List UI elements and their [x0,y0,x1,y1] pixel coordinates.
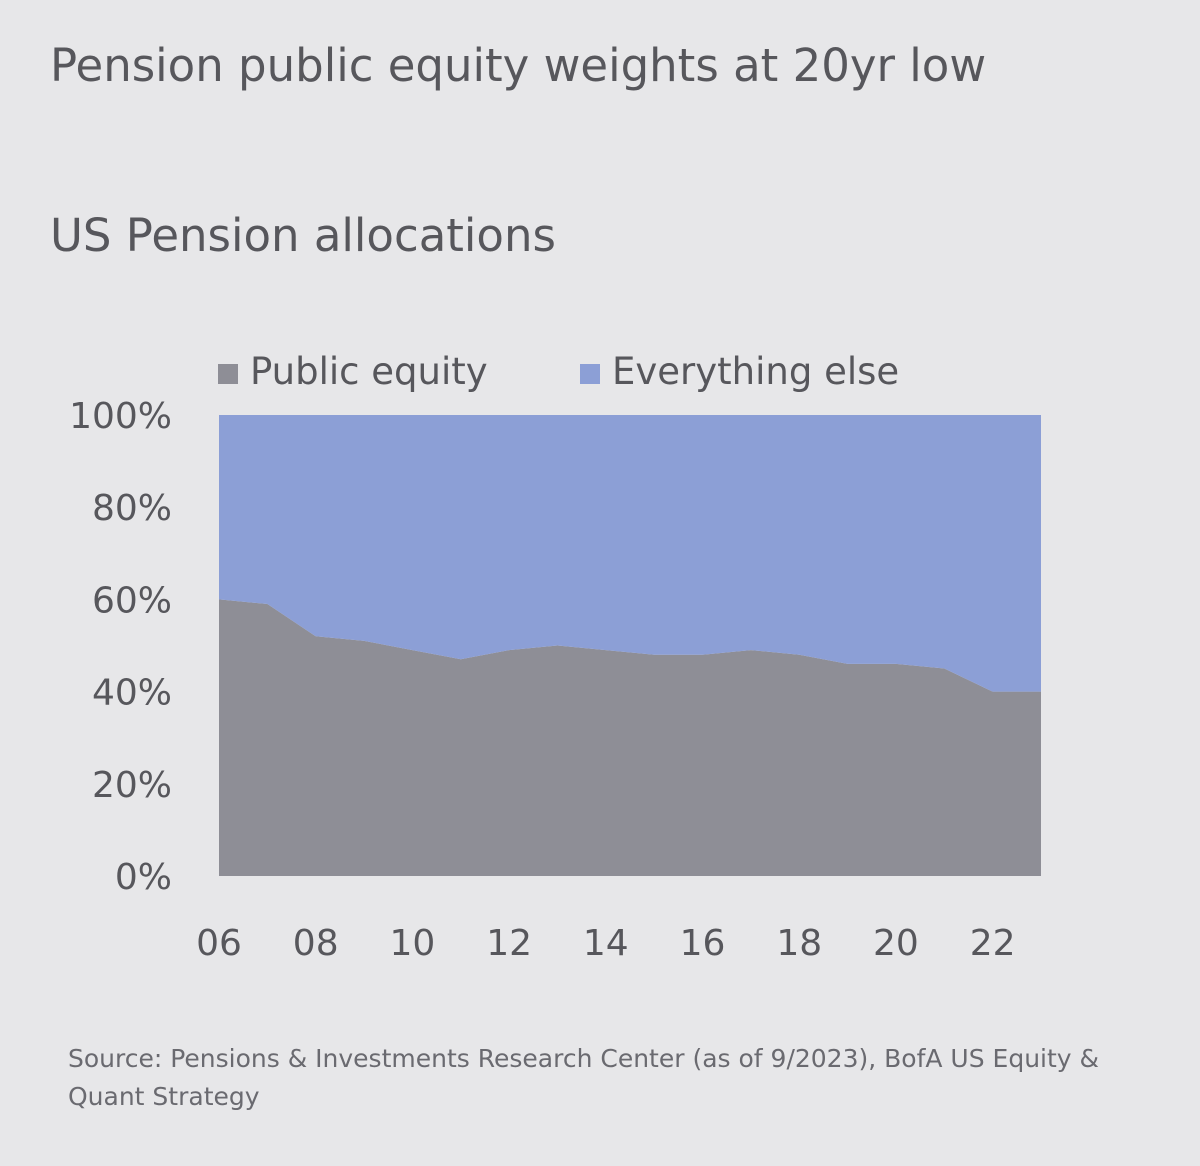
area-public-equity [219,599,1041,876]
plot-area [219,415,1041,876]
x-tick-label: 10 [390,923,436,964]
y-tick-label: 60% [92,580,172,621]
x-tick-label: 18 [776,923,822,964]
chart: Public equity Everything else 0% 20% 40% 60… [69,350,1041,964]
y-axis: 0% 20% 40% 60% 80% 100% [69,396,172,898]
x-tick-label: 08 [293,923,339,964]
legend: Public equity Everything else [218,350,899,393]
x-tick-label: 16 [680,923,726,964]
area-chart: Public equity Everything else 0% 20% 40% 60… [69,350,1041,964]
source-note: Source: Pensions & Investments Research … [68,1044,1100,1111]
x-axis: 06 08 10 12 14 16 18 20 22 [196,923,1015,964]
legend-swatch-public-equity [218,364,238,384]
x-tick-label: 14 [583,923,629,964]
y-tick-label: 40% [92,673,172,714]
legend-label-everything-else: Everything else [612,350,899,393]
x-tick-label: 06 [196,923,242,964]
y-tick-label: 100% [69,396,172,437]
y-tick-label: 20% [92,765,172,806]
x-tick-label: 12 [486,923,532,964]
legend-label-public-equity: Public equity [250,350,488,393]
x-tick-label: 20 [873,923,919,964]
y-tick-label: 0% [115,857,172,898]
chart-subtitle: US Pension allocations [50,209,556,262]
y-tick-label: 80% [92,488,172,529]
x-tick-label: 22 [970,923,1016,964]
legend-swatch-everything-else [580,364,600,384]
area-everything-else [219,415,1041,692]
chart-title: Pension public equity weights at 20yr lo… [50,39,987,92]
